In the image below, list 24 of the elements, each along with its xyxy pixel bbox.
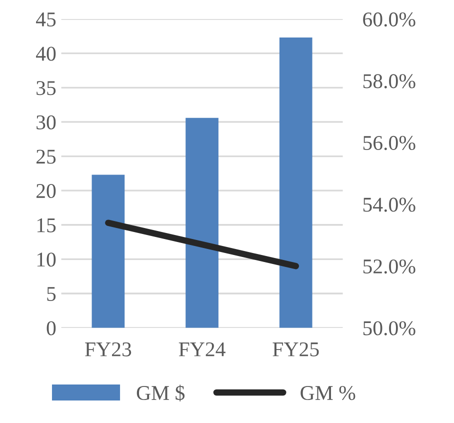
y-tick-label: 25 xyxy=(36,150,56,164)
y2-tick-label: 58.0% xyxy=(363,74,416,88)
legend-label: GM % xyxy=(300,386,356,400)
y-tick-label: 40 xyxy=(36,46,56,61)
bar xyxy=(92,174,125,328)
y2-tick-label: 54.0% xyxy=(363,198,416,212)
bar xyxy=(279,38,312,328)
y-tick-label: 20 xyxy=(36,184,56,198)
y2-tick-label: 50.0% xyxy=(363,321,416,336)
y-tick-label: 45 xyxy=(36,12,56,26)
y-tick-label: 30 xyxy=(36,115,56,130)
x-tick-label: FY25 xyxy=(272,342,319,356)
y-tick-label: 0 xyxy=(46,321,56,336)
y2-tick-label: 60.0% xyxy=(363,12,416,27)
y-tick-label: 15 xyxy=(37,218,56,232)
y2-tick-label: 52.0% xyxy=(363,259,416,274)
x-tick-label: FY24 xyxy=(178,342,226,356)
legend-label: GM $ xyxy=(136,384,185,402)
y-tick-label: 5 xyxy=(47,287,56,301)
y2-tick-label: 56.0% xyxy=(363,136,416,150)
bar xyxy=(186,118,218,328)
y-tick-label: 35 xyxy=(36,81,56,96)
y-tick-label: 10 xyxy=(37,252,56,267)
x-tick-label: FY23 xyxy=(85,342,132,356)
